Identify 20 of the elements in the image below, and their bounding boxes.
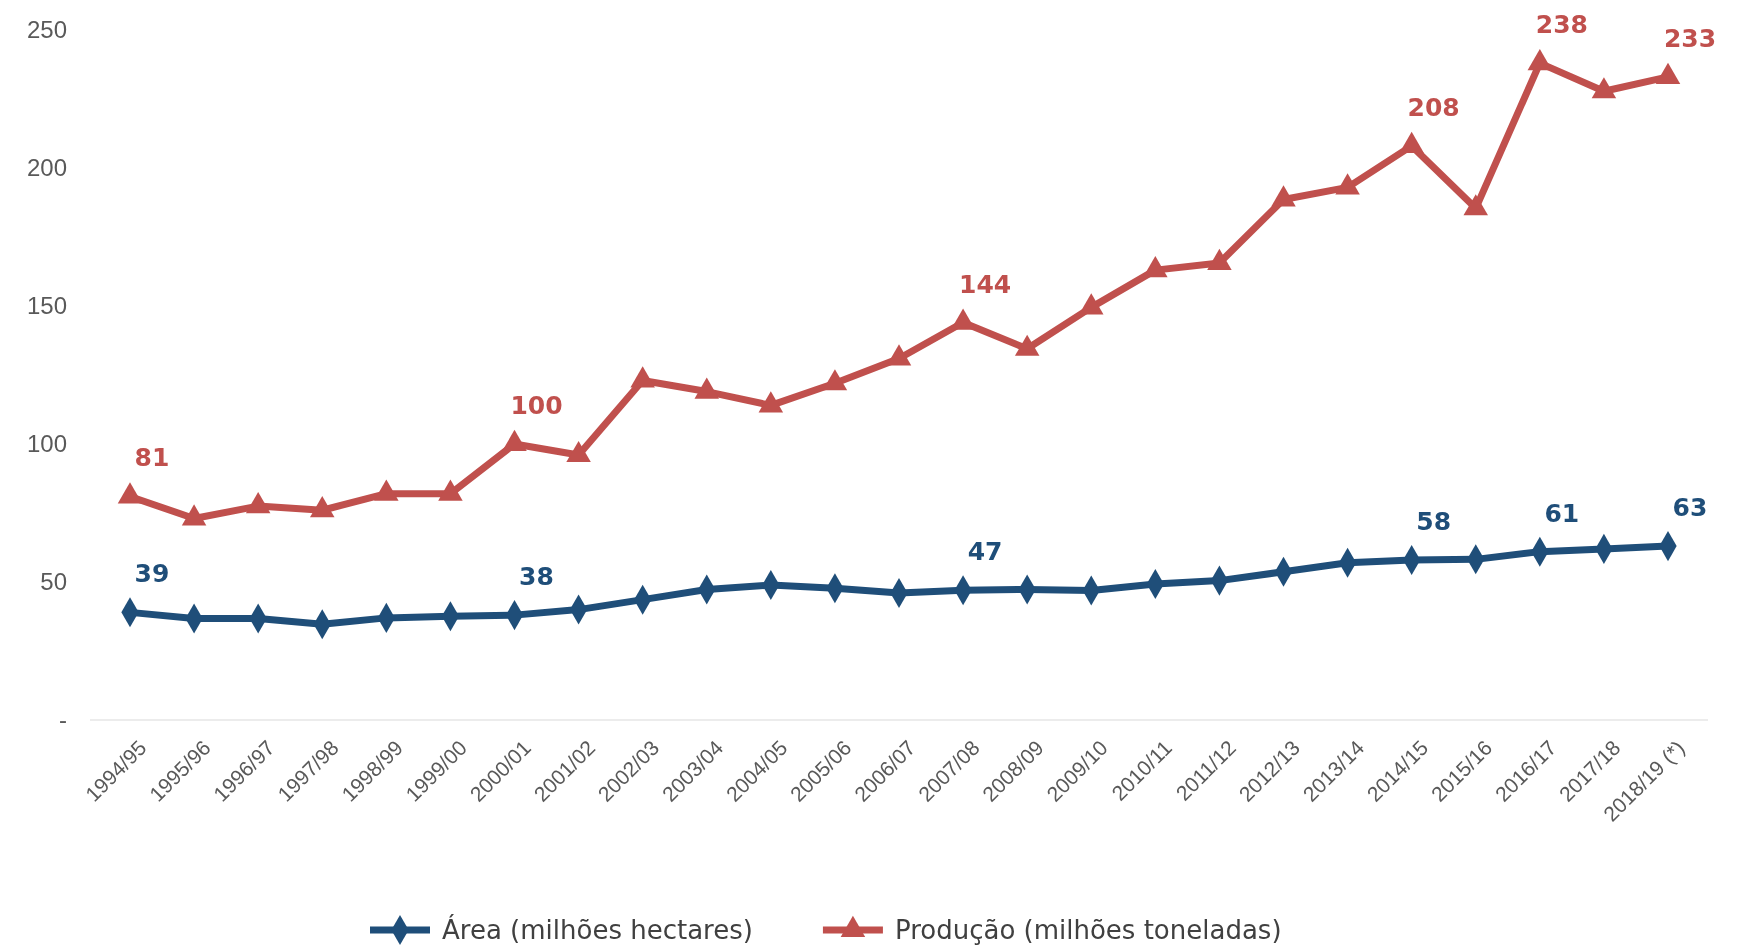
y-tick-label: - — [59, 706, 67, 734]
data-label: 144 — [958, 269, 1012, 299]
data-label: 58 — [1416, 506, 1452, 536]
legend-label: Produção (milhões toneladas) — [894, 915, 1282, 946]
data-label: 39 — [134, 559, 170, 589]
y-tick-label: 250 — [26, 16, 67, 44]
y-tick-label: 50 — [40, 568, 67, 596]
data-label: 81 — [134, 443, 170, 473]
data-label: 47 — [967, 537, 1003, 567]
data-label: 100 — [510, 391, 563, 420]
data-label: 38 — [519, 562, 554, 592]
data-label: 238 — [1535, 10, 1588, 40]
data-label: 61 — [1544, 498, 1580, 528]
data-label: 63 — [1672, 493, 1708, 523]
y-tick-label: 100 — [26, 430, 67, 458]
legend-label: Área (milhões hectares) — [442, 914, 753, 946]
data-label: 208 — [1407, 92, 1460, 122]
y-tick-label: 200 — [26, 154, 67, 182]
y-tick-label: 150 — [26, 292, 67, 320]
data-label: 233 — [1663, 23, 1717, 53]
